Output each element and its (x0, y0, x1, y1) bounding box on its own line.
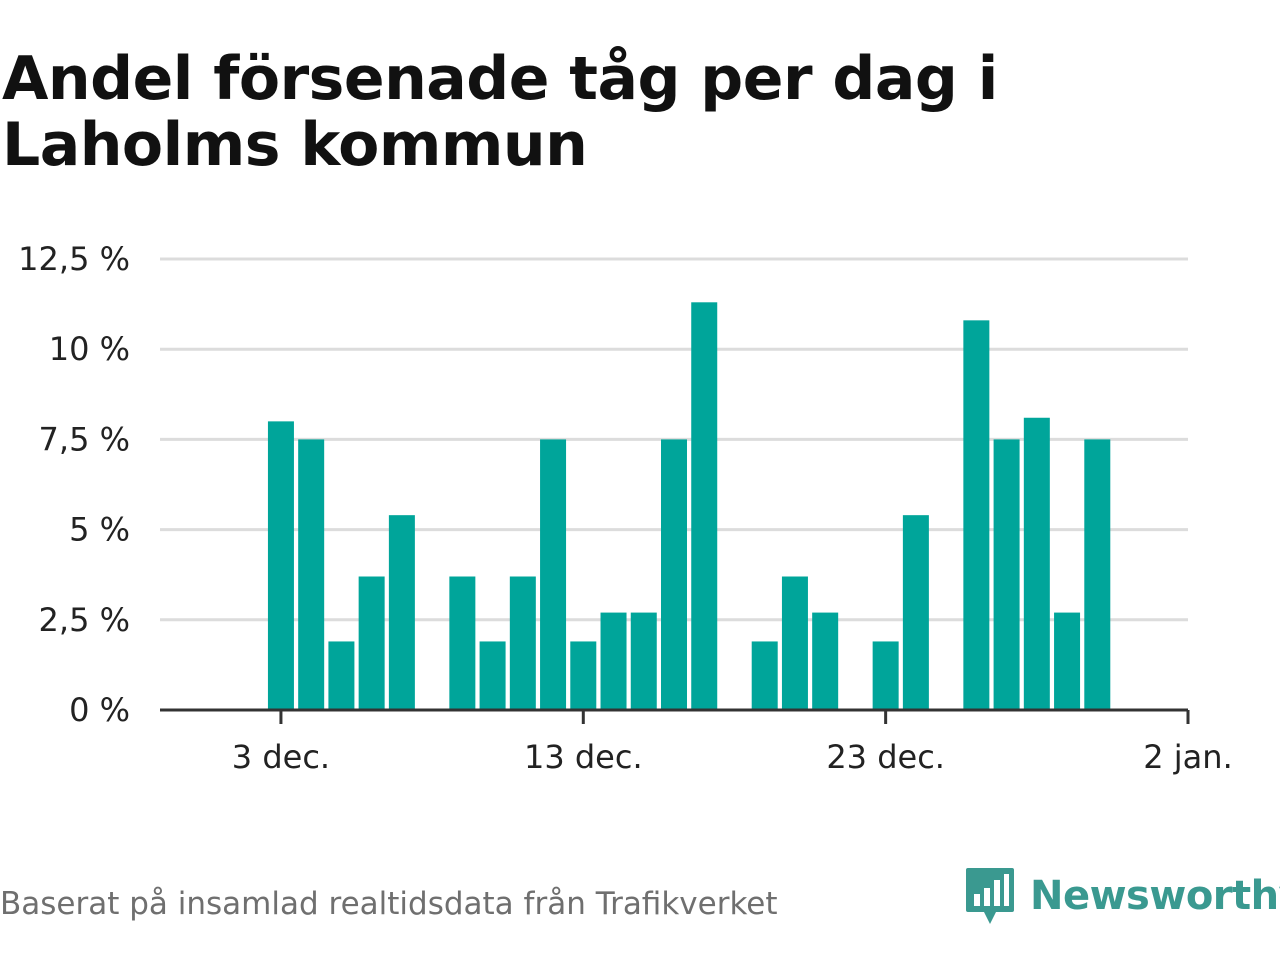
x-tick-label: 3 dec. (232, 738, 330, 776)
bar (872, 641, 899, 710)
brand-name: Newsworthy (1030, 873, 1280, 919)
y-tick-label: 10 % (49, 330, 130, 368)
bar (570, 641, 597, 710)
bar (963, 320, 990, 710)
y-tick-label: 2,5 % (39, 601, 130, 639)
y-axis-labels: 0 % 2,5 % 5 % 7,5 % 10 % 12,5 % (18, 240, 130, 729)
x-tick-label: 13 dec. (524, 738, 643, 776)
bar (691, 302, 718, 710)
bar-chart: 0 % 2,5 % 5 % 7,5 % 10 % 12,5 % 3 dec. 13 dec.… (18, 240, 1233, 776)
y-tick-label: 12,5 % (18, 240, 130, 278)
bar (902, 515, 929, 710)
bar (298, 439, 325, 710)
bar (600, 612, 627, 710)
bars (267, 302, 1111, 710)
y-tick-label: 5 % (69, 511, 130, 549)
bar (449, 576, 476, 710)
bar (1023, 417, 1050, 710)
brand-logo: Newsworthy (964, 866, 1280, 926)
bar (751, 641, 778, 710)
bar (812, 612, 839, 710)
bar (358, 576, 385, 710)
bar (630, 612, 657, 710)
bar (993, 439, 1020, 710)
bar (1084, 439, 1111, 710)
bar (388, 515, 415, 710)
bar (479, 641, 506, 710)
newsworthy-chart-bubble-icon (966, 868, 1014, 924)
axes (160, 708, 1190, 724)
source-note: Baserat på insamlad realtidsdata från Tr… (0, 886, 778, 922)
x-axis-labels: 3 dec. 13 dec. 23 dec. 2 jan. (232, 738, 1233, 776)
x-tick-label: 23 dec. (826, 738, 945, 776)
x-tick-label: 2 jan. (1143, 738, 1232, 776)
bar (509, 576, 536, 710)
bar (1054, 612, 1081, 710)
chart-title: Andel försenade tåg per dag i Laholms ko… (2, 44, 998, 180)
bar (660, 439, 688, 710)
y-tick-label: 7,5 % (39, 420, 130, 458)
y-tick-label: 0 % (69, 691, 130, 729)
bar (328, 641, 355, 710)
bar (267, 421, 294, 710)
bar (781, 576, 808, 710)
bar (540, 439, 567, 710)
